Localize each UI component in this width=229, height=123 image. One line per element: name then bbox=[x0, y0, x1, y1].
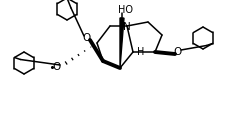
Text: HO: HO bbox=[118, 5, 133, 15]
Text: H: H bbox=[137, 47, 144, 57]
Text: O: O bbox=[82, 33, 91, 43]
Text: N: N bbox=[123, 22, 130, 32]
Text: O: O bbox=[53, 62, 61, 72]
Polygon shape bbox=[120, 18, 123, 68]
Text: O: O bbox=[173, 47, 181, 57]
